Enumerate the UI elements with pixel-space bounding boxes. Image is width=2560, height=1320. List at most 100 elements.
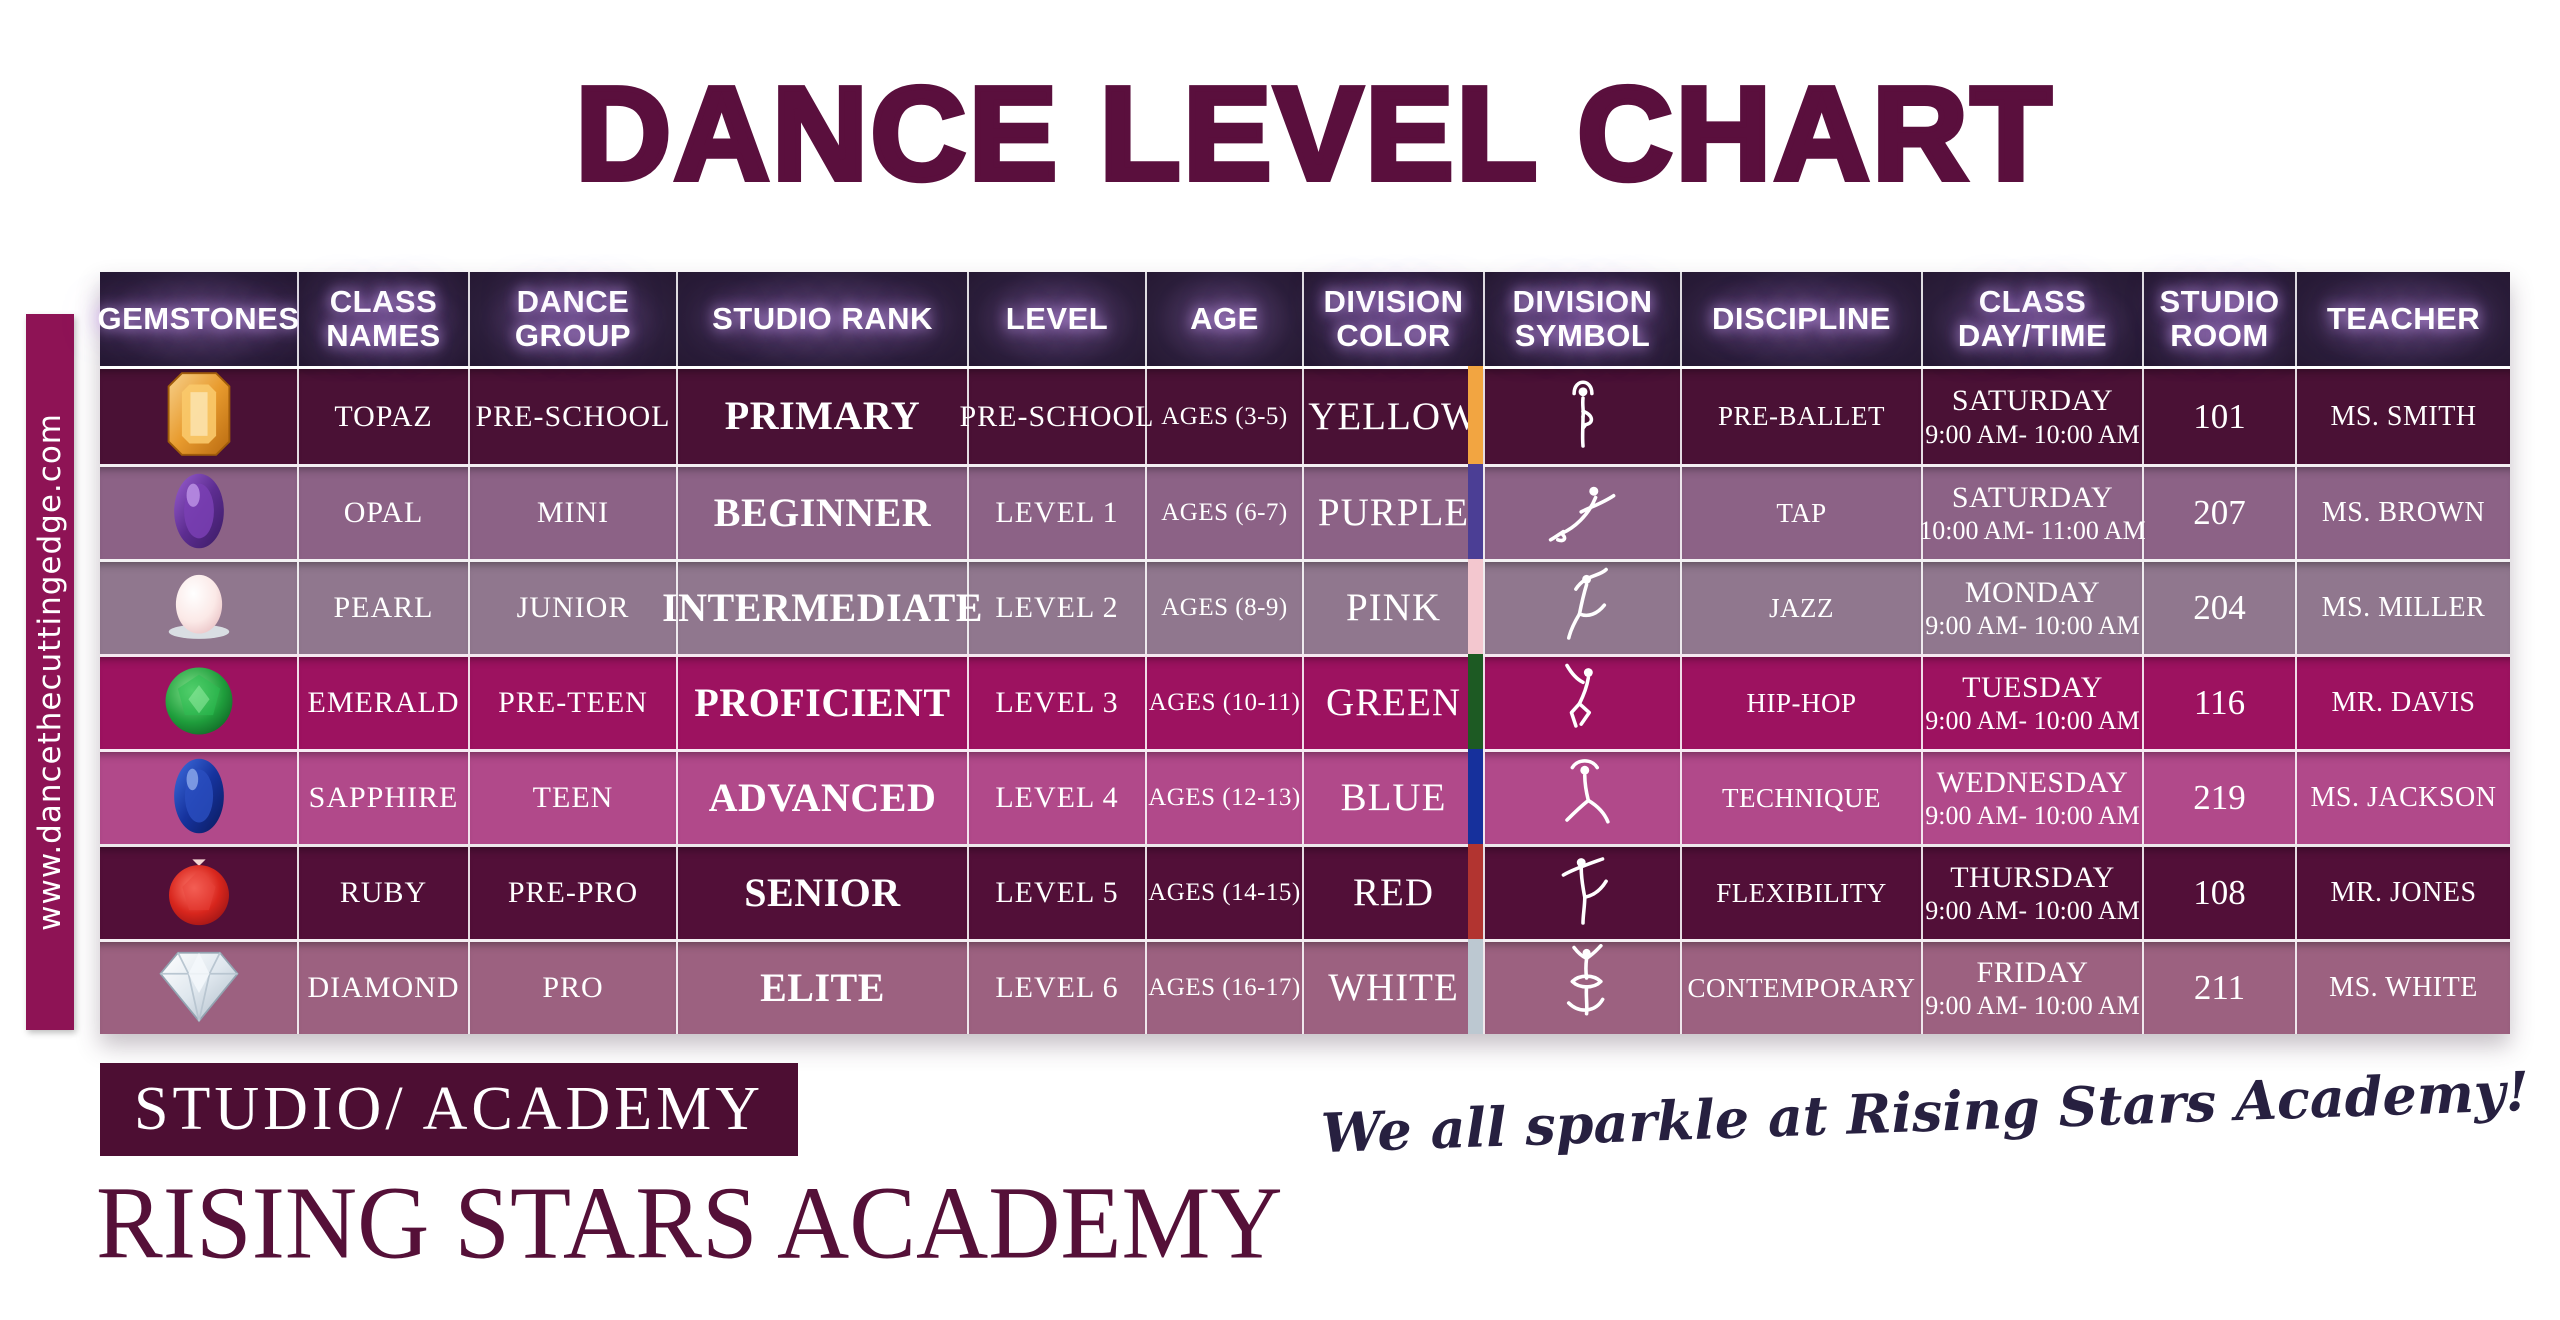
division-color-strip: [1468, 939, 1483, 1034]
studio-room-cell: 219: [2144, 752, 2297, 844]
teacher-cell: MS. SMITH: [2297, 369, 2510, 464]
studio-room-cell: 207: [2144, 467, 2297, 559]
class-name-cell: PEARL: [299, 562, 470, 654]
discipline-cell: TECHNIQUE: [1682, 752, 1923, 844]
ruby-gem-icon: [164, 852, 234, 935]
division-color-cell: GREEN: [1304, 654, 1485, 749]
tagline-text: We all sparkle at Rising Stars Academy!: [1320, 1058, 2530, 1166]
level-cell: LEVEL 6: [969, 942, 1147, 1034]
class-day-time-cell: WEDNESDAY 9:00 AM- 10:00 AM: [1923, 752, 2144, 844]
division-color-cell: RED: [1304, 844, 1485, 939]
header-age: AGE: [1147, 272, 1304, 366]
division-color-cell: WHITE: [1304, 939, 1485, 1034]
division-color-cell: PINK: [1304, 559, 1485, 654]
age-cell: AGES (3-5): [1147, 369, 1304, 464]
dance-group-cell: JUNIOR: [470, 562, 678, 654]
page-title: DANCE LEVEL CHART: [573, 57, 2055, 210]
discipline-cell: PRE-BALLET: [1682, 369, 1923, 464]
header-class-names: CLASS NAMES: [299, 272, 470, 366]
header-studio-rank: STUDIO RANK: [678, 272, 969, 366]
header-studio-room: STUDIO ROOM: [2144, 272, 2297, 366]
class-name-cell: EMERALD: [299, 657, 470, 749]
teacher-cell: MS. MILLER: [2297, 562, 2510, 654]
table-row: PEARL JUNIOR INTERMEDIATE LEVEL 2 AGES (…: [100, 559, 2510, 654]
teacher-cell: MS. BROWN: [2297, 467, 2510, 559]
table-row: DIAMOND PRO ELITE LEVEL 6 AGES (16-17) W…: [100, 939, 2510, 1034]
dance-group-cell: MINI: [470, 467, 678, 559]
class-name-cell: OPAL: [299, 467, 470, 559]
class-day-time-cell: TUESDAY 9:00 AM- 10:00 AM: [1923, 657, 2144, 749]
age-cell: AGES (8-9): [1147, 562, 1304, 654]
class-name-cell: SAPPHIRE: [299, 752, 470, 844]
studio-rank-cell: PROFICIENT: [678, 657, 969, 749]
class-day-time-cell: SATURDAY 10:00 AM- 11:00 AM: [1919, 467, 2146, 559]
header-dance-group: DANCE GROUP: [470, 272, 678, 366]
level-cell: LEVEL 1: [969, 467, 1147, 559]
header-discipline: DISCIPLINE: [1682, 272, 1923, 366]
studio-rank-cell: PRIMARY: [678, 369, 969, 464]
diamond-gem-icon: [157, 947, 241, 1030]
division-color-strip: [1468, 559, 1483, 654]
discipline-cell: JAZZ: [1682, 562, 1923, 654]
studio-rank-cell: BEGINNER: [678, 467, 969, 559]
dance-group-cell: TEEN: [470, 752, 678, 844]
division-color-strip: [1468, 366, 1483, 464]
table-row: RUBY PRE-PRO SENIOR LEVEL 5 AGES (14-15)…: [100, 844, 2510, 939]
studio-room-cell: 204: [2144, 562, 2297, 654]
table-row: OPAL MINI BEGINNER LEVEL 1 AGES (6-7) PU…: [100, 464, 2510, 559]
level-cell: LEVEL 4: [969, 752, 1147, 844]
header-class-day-time: CLASS DAY/TIME: [1923, 272, 2144, 366]
table-header-row: GEMSTONES CLASS NAMES DANCE GROUP STUDIO…: [97, 272, 2510, 369]
topaz-gem-icon: [161, 371, 237, 462]
discipline-cell: CONTEMPORARY: [1682, 942, 1923, 1034]
table-row: TOPAZ PRE-SCHOOL PRIMARY PRE-SCHOOL AGES…: [100, 366, 2510, 464]
header-division-symbol: DIVISION SYMBOL: [1485, 272, 1682, 366]
division-color-strip: [1468, 654, 1483, 749]
dance-group-cell: PRE-TEEN: [470, 657, 678, 749]
age-cell: AGES (10-11): [1147, 657, 1304, 749]
dance-level-table: GEMSTONES CLASS NAMES DANCE GROUP STUDIO…: [97, 272, 2510, 1034]
header-gemstones: GEMSTONES: [97, 272, 299, 366]
header-division-color: DIVISION COLOR: [1304, 272, 1485, 366]
opal-gem-icon: [170, 469, 228, 558]
dancer-hip-hop-icon: [1555, 661, 1611, 746]
division-color-cell: BLUE: [1304, 749, 1485, 844]
dancer-jazz-icon: [1555, 566, 1611, 651]
dance-group-cell: PRE-PRO: [470, 847, 678, 939]
studio-room-cell: 116: [2144, 657, 2297, 749]
studio-rank-cell: ELITE: [678, 942, 969, 1034]
studio-room-cell: 108: [2144, 847, 2297, 939]
teacher-cell: MS. JACKSON: [2297, 752, 2510, 844]
level-cell: PRE-SCHOOL: [959, 369, 1154, 464]
dancer-technique-icon: [1555, 756, 1611, 841]
table-row: SAPPHIRE TEEN ADVANCED LEVEL 4 AGES (12-…: [100, 749, 2510, 844]
class-day-time-cell: MONDAY 9:00 AM- 10:00 AM: [1923, 562, 2144, 654]
dancer-tap-icon: [1547, 478, 1619, 549]
header-level: LEVEL: [969, 272, 1147, 366]
division-color-strip: [1468, 464, 1483, 559]
level-cell: LEVEL 2: [969, 562, 1147, 654]
age-cell: AGES (16-17): [1147, 942, 1304, 1034]
level-cell: LEVEL 5: [969, 847, 1147, 939]
class-day-time-cell: FRIDAY 9:00 AM- 10:00 AM: [1923, 942, 2144, 1034]
website-url: www.dancethecuttingedge.com: [32, 413, 68, 931]
dance-group-cell: PRO: [470, 942, 678, 1034]
dancer-contemporary-icon: [1555, 943, 1611, 1033]
studio-rank-cell: ADVANCED: [678, 752, 969, 844]
discipline-cell: FLEXIBILITY: [1682, 847, 1923, 939]
dance-group-cell: PRE-SCHOOL: [470, 369, 678, 464]
class-name-cell: TOPAZ: [299, 369, 470, 464]
discipline-cell: HIP-HOP: [1682, 657, 1923, 749]
academy-name: RISING STARS ACADEMY: [96, 1165, 1283, 1281]
teacher-cell: MR. DAVIS: [2297, 657, 2510, 749]
header-teacher: TEACHER: [2297, 272, 2510, 366]
dancer-pre-ballet-icon: [1555, 374, 1611, 459]
class-day-time-cell: THURSDAY 9:00 AM- 10:00 AM: [1923, 847, 2144, 939]
emerald-gem-icon: [162, 664, 236, 743]
website-ribbon: www.dancethecuttingedge.com: [26, 314, 74, 1030]
table-row: EMERALD PRE-TEEN PROFICIENT LEVEL 3 AGES…: [100, 654, 2510, 749]
division-color-cell: YELLOW: [1304, 366, 1485, 464]
discipline-cell: TAP: [1682, 467, 1923, 559]
division-color-cell: PURPLE: [1304, 464, 1485, 559]
